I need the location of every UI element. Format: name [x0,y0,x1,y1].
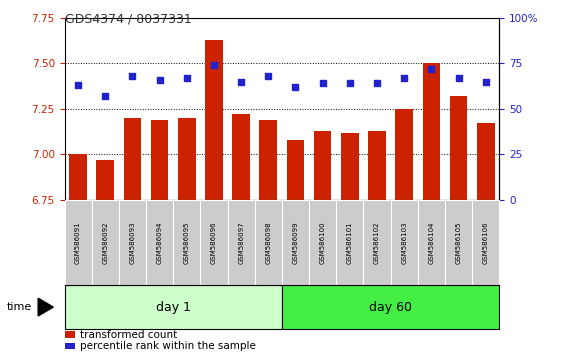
Text: GSM586097: GSM586097 [238,221,244,264]
Point [291,84,300,90]
Text: GDS4374 / 8037331: GDS4374 / 8037331 [65,12,191,25]
Text: time: time [7,302,32,312]
Text: GSM586095: GSM586095 [184,221,190,264]
Text: percentile rank within the sample: percentile rank within the sample [80,341,256,351]
Text: GSM586102: GSM586102 [374,221,380,264]
Point [182,75,191,81]
Text: GSM586093: GSM586093 [130,221,135,264]
Point [237,79,246,84]
Bar [450,96,467,200]
Bar [341,132,358,200]
Text: GSM586091: GSM586091 [75,221,81,264]
Point [128,73,137,79]
Bar [151,120,168,200]
Bar [368,131,386,200]
Text: GSM586103: GSM586103 [401,221,407,264]
Bar [232,114,250,200]
Point [101,93,110,99]
Point [481,79,490,84]
Bar [178,118,196,200]
Point [209,62,218,68]
Point [155,77,164,82]
Text: GSM586096: GSM586096 [211,221,217,264]
Bar [96,160,114,200]
Bar [287,140,304,200]
Text: GSM586099: GSM586099 [292,221,298,264]
Point [427,66,436,72]
Point [454,75,463,81]
Text: GSM586106: GSM586106 [482,221,489,264]
Text: GSM586094: GSM586094 [157,221,163,264]
Bar [422,63,440,200]
Text: GSM586092: GSM586092 [102,221,108,264]
Text: day 60: day 60 [369,301,412,314]
Bar [314,131,332,200]
Text: GSM586098: GSM586098 [265,221,272,264]
Point [373,80,381,86]
Bar [205,40,223,200]
Bar [123,118,141,200]
Text: GSM586100: GSM586100 [320,221,326,264]
Bar [477,124,495,200]
Text: day 1: day 1 [156,301,191,314]
Bar [396,109,413,200]
Bar [69,154,87,200]
Bar [260,120,277,200]
Point [73,82,82,88]
Text: GSM586104: GSM586104 [429,221,434,264]
Point [346,80,355,86]
Text: GSM586101: GSM586101 [347,221,353,264]
Point [318,80,327,86]
Text: GSM586105: GSM586105 [456,221,462,264]
Text: transformed count: transformed count [80,330,177,339]
Point [399,75,408,81]
Point [264,73,273,79]
